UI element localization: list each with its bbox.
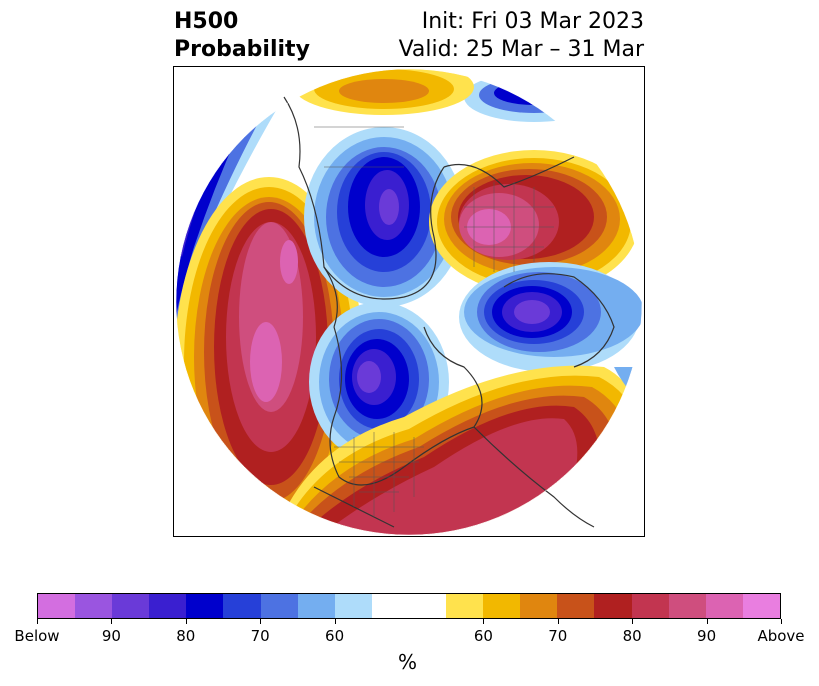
colorbar-tick-label: 90	[697, 627, 717, 645]
colorbar-segment	[371, 594, 409, 618]
colorbar-tick	[260, 619, 262, 624]
colorbar-segment	[297, 594, 335, 618]
colorbar-tick	[557, 619, 559, 624]
colorbar-tick	[37, 619, 38, 624]
colorbar-tick-label: 60	[473, 627, 493, 645]
colorbar-segment	[38, 594, 76, 618]
colorbar-tick	[185, 619, 187, 624]
colorbar-tick-label: Below	[14, 627, 60, 645]
colorbar-segment	[446, 594, 484, 618]
colorbar-tick	[706, 619, 708, 624]
colorbar-tick	[111, 619, 113, 624]
title-line-1: H500	[174, 9, 239, 34]
colorbar-segment	[668, 594, 706, 618]
init-date: Init: Fri 03 Mar 2023	[421, 9, 644, 34]
colorbar-segment	[112, 594, 150, 618]
colorbar	[37, 593, 781, 619]
anomaly-field	[176, 69, 642, 535]
colorbar-segment	[705, 594, 743, 618]
political-boundaries	[314, 126, 554, 517]
colorbar-tick	[334, 619, 336, 624]
colorbar-segment	[408, 594, 447, 618]
colorbar-segment	[75, 594, 113, 618]
colorbar-tick-label: 80	[622, 627, 642, 645]
colorbar-unit: %	[398, 650, 418, 674]
map-svg	[175, 68, 643, 536]
colorbar-tick-label: 70	[548, 627, 568, 645]
init-valid-dates: Init: Fri 03 Mar 2023 Valid: 25 Mar – 31…	[399, 8, 644, 64]
colorbar-tick-label: 70	[250, 627, 270, 645]
colorbar-tick	[483, 619, 485, 624]
valid-range: Valid: 25 Mar – 31 Mar	[398, 37, 644, 62]
colorbar-segment	[520, 594, 558, 618]
colorbar-segment	[223, 594, 261, 618]
colorbar-tick-label: 60	[325, 627, 345, 645]
colorbar-segment	[631, 594, 669, 618]
colorbar-segment	[334, 594, 372, 618]
colorbar-segment	[483, 594, 521, 618]
colorbar-segment	[260, 594, 298, 618]
colorbar-tick-label: 90	[101, 627, 121, 645]
colorbar-segment	[742, 594, 780, 618]
colorbar-tick-label: Above	[757, 627, 805, 645]
probability-map	[173, 66, 645, 537]
map-title: H500 Probability	[174, 8, 310, 64]
colorbar-tick-label: 80	[176, 627, 196, 645]
coastlines	[283, 96, 615, 528]
colorbar-tick	[781, 619, 782, 624]
title-line-2: Probability	[174, 37, 310, 62]
colorbar-tick	[632, 619, 634, 624]
colorbar-segment	[594, 594, 632, 618]
colorbar-segment	[186, 594, 224, 618]
colorbar-segment	[149, 594, 187, 618]
colorbar-segment	[557, 594, 595, 618]
